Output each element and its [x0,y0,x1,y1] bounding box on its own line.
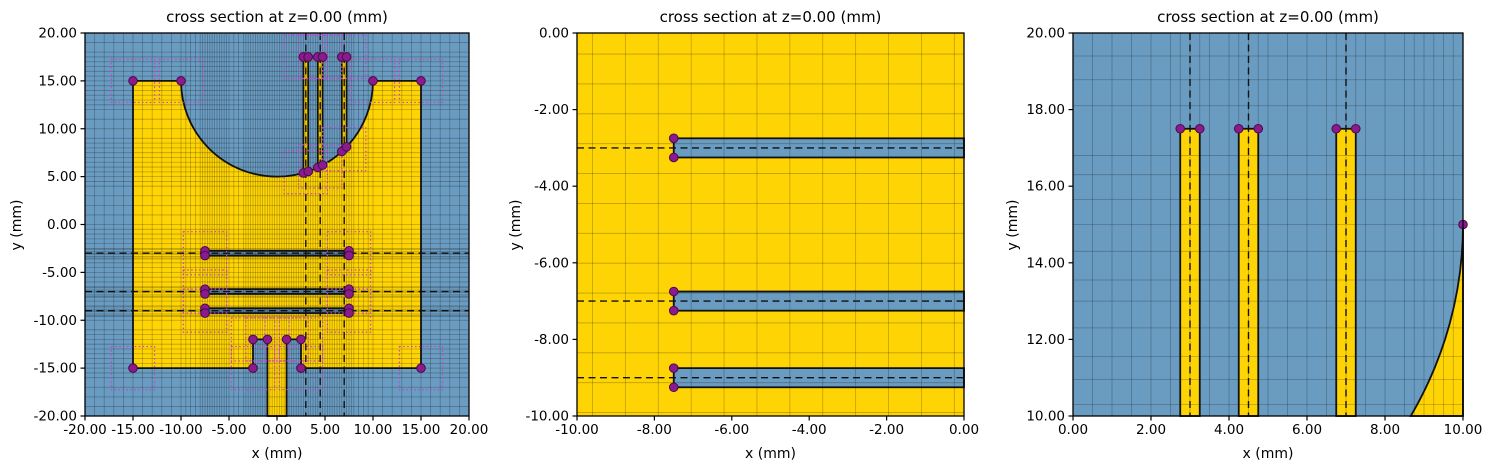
svg-text:-20.00: -20.00 [33,409,77,425]
plot1-xlabel: x (mm) [251,446,303,462]
svg-text:-15.00: -15.00 [33,361,77,377]
svg-text:6.00: 6.00 [1292,422,1322,438]
svg-text:18.00: 18.00 [1026,102,1065,118]
plot3-ylabel: y (mm) [1005,199,1021,251]
svg-text:-2.00: -2.00 [534,102,569,118]
svg-text:0.00: 0.00 [539,26,569,42]
svg-text:15.00: 15.00 [38,73,77,89]
plot3-xlabel: x (mm) [1242,446,1294,462]
plot3-title: cross section at z=0.00 (mm) [1157,8,1379,26]
svg-text:10.00: 10.00 [354,422,393,438]
svg-text:-4.00: -4.00 [792,422,827,438]
svg-text:14.00: 14.00 [1026,255,1065,271]
plot2-ylabel: y (mm) [508,199,524,251]
svg-text:10.00: 10.00 [1444,422,1483,438]
svg-text:-6.00: -6.00 [534,255,569,271]
svg-text:-4.00: -4.00 [534,179,569,195]
svg-text:-15.00: -15.00 [111,422,155,438]
svg-text:-8.00: -8.00 [637,422,672,438]
svg-text:12.00: 12.00 [1026,332,1065,348]
svg-text:-10.00: -10.00 [33,313,77,329]
plot1-ylabel: y (mm) [9,199,25,251]
svg-text:-5.00: -5.00 [212,422,247,438]
svg-text:2.00: 2.00 [1136,422,1166,438]
svg-text:16.00: 16.00 [1026,179,1065,195]
svg-text:-10.00: -10.00 [525,409,569,425]
plot2-title: cross section at z=0.00 (mm) [659,8,882,26]
svg-text:-10.00: -10.00 [159,422,203,438]
svg-text:0.00: 0.00 [1058,422,1088,438]
svg-text:15.00: 15.00 [402,422,441,438]
svg-text:5.00: 5.00 [310,422,340,438]
svg-text:0.00: 0.00 [47,217,77,233]
plot1-title: cross section at z=0.00 (mm) [166,8,388,26]
svg-text:0.00: 0.00 [262,422,292,438]
svg-text:-8.00: -8.00 [534,332,569,348]
svg-text:10.00: 10.00 [38,121,77,137]
svg-text:4.00: 4.00 [1214,422,1244,438]
svg-text:-6.00: -6.00 [714,422,749,438]
svg-text:0.00: 0.00 [949,422,979,438]
svg-text:-10.00: -10.00 [555,422,599,438]
svg-text:5.00: 5.00 [47,169,77,185]
svg-text:20.00: 20.00 [38,26,77,42]
svg-text:20.00: 20.00 [1026,26,1065,42]
svg-text:-2.00: -2.00 [869,422,904,438]
svg-text:10.00: 10.00 [1026,409,1065,425]
plot2-xlabel: x (mm) [745,446,796,462]
svg-text:-20.00: -20.00 [63,422,107,438]
svg-text:-5.00: -5.00 [42,265,77,281]
svg-text:8.00: 8.00 [1370,422,1400,438]
svg-text:20.00: 20.00 [450,422,489,438]
